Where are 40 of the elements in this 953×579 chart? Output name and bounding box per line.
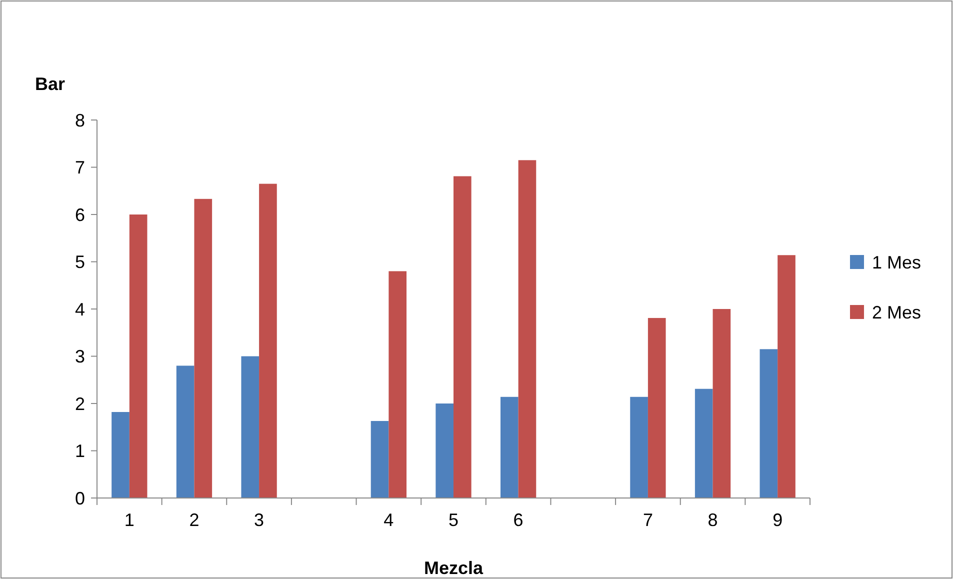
y-tick-label: 2 (74, 394, 85, 414)
bar (630, 396, 648, 498)
x-tick-label: 5 (448, 510, 459, 530)
bar (518, 160, 536, 498)
bar (454, 176, 472, 498)
bar (778, 255, 796, 498)
bar (112, 412, 130, 498)
bar (370, 420, 389, 498)
y-tick-label: 6 (74, 204, 85, 225)
x-tick-label: 1 (124, 510, 134, 530)
bar (500, 396, 518, 498)
y-tick-label: 8 (74, 110, 85, 130)
bar (176, 366, 194, 498)
x-tick-label: 2 (189, 510, 200, 530)
bar (712, 309, 731, 498)
x-tick-label: 4 (384, 510, 394, 530)
x-tick-label: 9 (772, 510, 783, 530)
y-tick-label: 3 (74, 346, 85, 367)
x-tick-label: 7 (642, 510, 653, 530)
x-axis-title: Mezcla (424, 558, 484, 578)
bar (436, 404, 454, 498)
y-tick-label: 1 (74, 441, 85, 462)
legend-label: 1 Mes (872, 252, 922, 272)
y-tick-label: 4 (74, 299, 85, 320)
y-axis-title: Bar (35, 74, 66, 94)
y-tick-label: 5 (74, 252, 85, 272)
bar (760, 349, 778, 498)
bar (129, 214, 148, 498)
y-tick-label: 0 (74, 488, 85, 508)
bar (694, 388, 713, 498)
bar (259, 184, 277, 498)
x-tick-label: 6 (513, 510, 524, 530)
bar (241, 356, 260, 498)
y-tick-label: 7 (74, 158, 85, 178)
bar (648, 318, 666, 498)
x-tick-label: 3 (254, 510, 264, 530)
x-tick-label: 8 (708, 510, 718, 530)
bar (194, 198, 212, 498)
bar (388, 271, 407, 498)
legend-label: 2 Mes (872, 302, 922, 322)
